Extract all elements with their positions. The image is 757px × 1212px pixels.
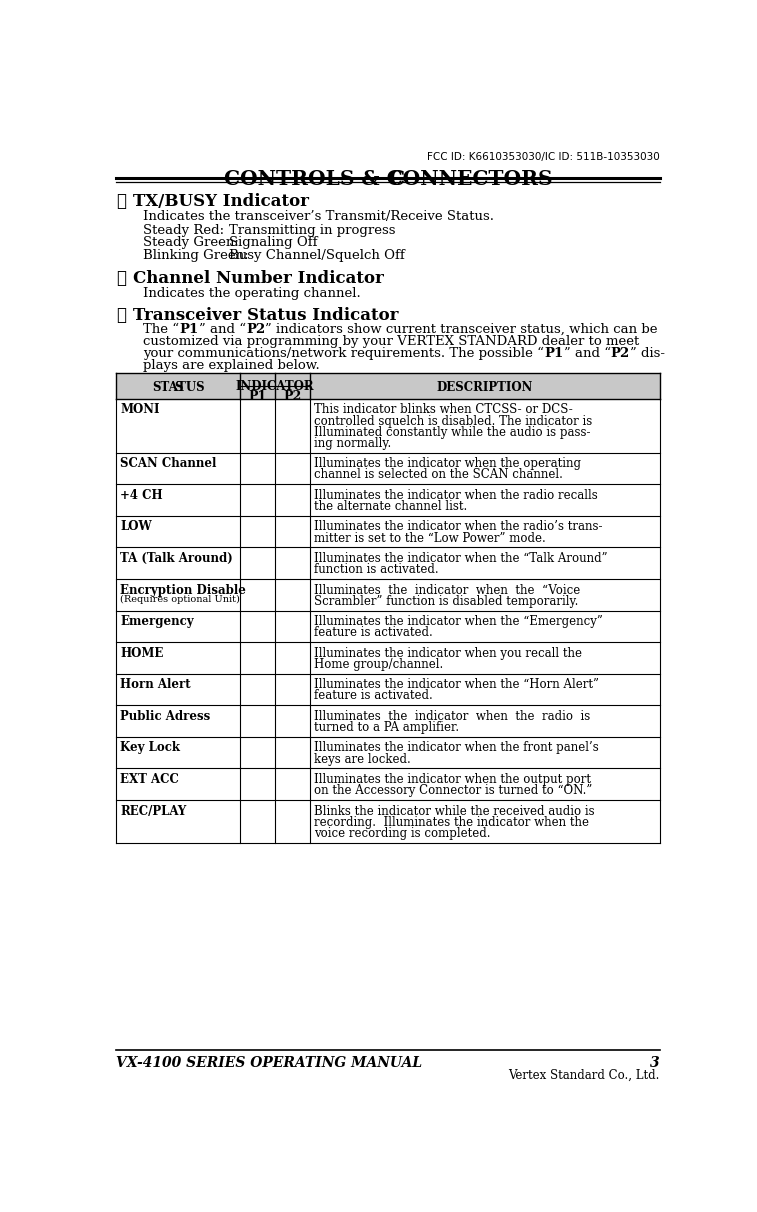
- Text: Illuminates the indicator when the “Emergency”: Illuminates the indicator when the “Emer…: [314, 616, 603, 628]
- Text: ⑦: ⑦: [117, 193, 126, 210]
- Text: Steady Green:: Steady Green:: [143, 236, 239, 250]
- Text: Transceiver Status Indicator: Transceiver Status Indicator: [133, 307, 399, 324]
- Text: ” and “: ” and “: [199, 322, 246, 336]
- Text: function is activated.: function is activated.: [314, 564, 438, 576]
- Text: Blinking Green:: Blinking Green:: [143, 248, 249, 262]
- Text: voice recording is completed.: voice recording is completed.: [314, 827, 491, 840]
- Text: the alternate channel list.: the alternate channel list.: [314, 501, 467, 513]
- Text: P2: P2: [611, 347, 630, 360]
- Text: Illuminates the indicator when the front panel’s: Illuminates the indicator when the front…: [314, 742, 599, 754]
- Text: your communications/network requirements. The possible “: your communications/network requirements…: [143, 347, 544, 360]
- Text: (Requires optional Unit): (Requires optional Unit): [120, 595, 240, 604]
- Text: DESCRIPTION: DESCRIPTION: [437, 381, 533, 394]
- Text: feature is activated.: feature is activated.: [314, 690, 433, 703]
- Text: recording.  Illuminates the indicator when the: recording. Illuminates the indicator whe…: [314, 816, 589, 829]
- Text: Horn Alert: Horn Alert: [120, 679, 191, 691]
- Text: Signaling Off: Signaling Off: [229, 236, 317, 250]
- Text: +4 CH: +4 CH: [120, 488, 163, 502]
- Text: Emergency: Emergency: [120, 616, 194, 628]
- Text: MONI: MONI: [120, 404, 160, 417]
- Text: FCC ID: K6610353030/IC ID: 511B-10353030: FCC ID: K6610353030/IC ID: 511B-10353030: [427, 152, 659, 161]
- Text: plays are explained below.: plays are explained below.: [143, 360, 320, 372]
- Text: turned to a PA amplifier.: turned to a PA amplifier.: [314, 721, 459, 734]
- Text: Illuminates  the  indicator  when  the  “Voice: Illuminates the indicator when the “Voic…: [314, 583, 580, 596]
- Text: EXT ACC: EXT ACC: [120, 773, 179, 787]
- Text: Illuminates the indicator when the “Horn Alert”: Illuminates the indicator when the “Horn…: [314, 679, 599, 691]
- Text: CONTROLS & CONNECTORS: CONTROLS & CONNECTORS: [223, 168, 553, 189]
- Text: ” and “: ” and “: [564, 347, 611, 360]
- Text: Illuminates the indicator when the radio’s trans-: Illuminates the indicator when the radio…: [314, 520, 603, 533]
- Text: STATUS: STATUS: [152, 381, 204, 394]
- Text: TX/BUSY Indicator: TX/BUSY Indicator: [133, 193, 310, 210]
- Text: The “: The “: [143, 322, 179, 336]
- Text: Channel Number Indicator: Channel Number Indicator: [133, 270, 385, 287]
- Text: P1: P1: [179, 322, 199, 336]
- Text: P2: P2: [246, 322, 265, 336]
- Text: This indicator blinks when CTCSS- or DCS-: This indicator blinks when CTCSS- or DCS…: [314, 404, 573, 417]
- Bar: [117, 373, 659, 399]
- Text: Illuminates the indicator when you recall the: Illuminates the indicator when you recal…: [314, 647, 582, 659]
- Text: Indicates the transceiver’s Transmit/Receive Status.: Indicates the transceiver’s Transmit/Rec…: [143, 210, 494, 223]
- Text: Busy Channel/Squelch Off: Busy Channel/Squelch Off: [229, 248, 404, 262]
- Text: controlled squelch is disabled. The indicator is: controlled squelch is disabled. The indi…: [314, 415, 592, 428]
- Text: Indicates the operating channel.: Indicates the operating channel.: [143, 287, 361, 301]
- Text: 3: 3: [650, 1057, 659, 1070]
- Text: Illuminated constantly while the audio is pass-: Illuminated constantly while the audio i…: [314, 425, 590, 439]
- Text: Illuminates the indicator when the radio recalls: Illuminates the indicator when the radio…: [314, 488, 598, 502]
- Text: Public Adress: Public Adress: [120, 710, 210, 722]
- Text: Blinks the indicator while the received audio is: Blinks the indicator while the received …: [314, 805, 594, 818]
- Text: channel is selected on the SCAN channel.: channel is selected on the SCAN channel.: [314, 469, 562, 481]
- Text: Key Lock: Key Lock: [120, 742, 180, 754]
- Text: Encryption Disable: Encryption Disable: [120, 583, 246, 596]
- Text: P2: P2: [284, 389, 302, 402]
- Text: HOME: HOME: [120, 647, 164, 659]
- Text: Illuminates the indicator when the operating: Illuminates the indicator when the opera…: [314, 457, 581, 470]
- Text: Steady Red:: Steady Red:: [143, 224, 225, 238]
- Text: INDICATOR: INDICATOR: [236, 379, 314, 393]
- Text: TA (Talk Around): TA (Talk Around): [120, 551, 233, 565]
- Text: S: S: [174, 381, 182, 394]
- Text: REC/PLAY: REC/PLAY: [120, 805, 186, 818]
- Text: customized via programming by your VERTEX STANDARD dealer to meet: customized via programming by your VERTE…: [143, 335, 640, 348]
- Text: Home group/channel.: Home group/channel.: [314, 658, 443, 671]
- Text: Scrambler” function is disabled temporarily.: Scrambler” function is disabled temporar…: [314, 595, 578, 607]
- Text: SCAN Channel: SCAN Channel: [120, 457, 217, 470]
- Text: VX-4100 SERIES OPERATING MANUAL: VX-4100 SERIES OPERATING MANUAL: [117, 1057, 422, 1070]
- Text: mitter is set to the “Low Power” mode.: mitter is set to the “Low Power” mode.: [314, 532, 546, 544]
- Text: ⑨: ⑨: [117, 307, 126, 324]
- Text: ing normally.: ing normally.: [314, 436, 391, 450]
- Text: keys are locked.: keys are locked.: [314, 753, 411, 766]
- Text: Vertex Standard Co., Ltd.: Vertex Standard Co., Ltd.: [508, 1069, 659, 1081]
- Text: Illuminates the indicator when the “Talk Around”: Illuminates the indicator when the “Talk…: [314, 551, 608, 565]
- Text: Illuminates  the  indicator  when  the  radio  is: Illuminates the indicator when the radio…: [314, 710, 590, 722]
- Text: Transmitting in progress: Transmitting in progress: [229, 224, 395, 238]
- Text: feature is activated.: feature is activated.: [314, 627, 433, 639]
- Text: ” indicators show current transceiver status, which can be: ” indicators show current transceiver st…: [265, 322, 658, 336]
- Text: on the Accessory Connector is turned to “ON.”: on the Accessory Connector is turned to …: [314, 784, 592, 797]
- Text: LOW: LOW: [120, 520, 152, 533]
- Text: P1: P1: [544, 347, 564, 360]
- Text: C: C: [388, 168, 404, 189]
- Text: P1: P1: [248, 389, 267, 402]
- Text: ” dis-: ” dis-: [630, 347, 665, 360]
- Text: ⑧: ⑧: [117, 270, 126, 287]
- Text: Illuminates the indicator when the output port: Illuminates the indicator when the outpu…: [314, 773, 591, 787]
